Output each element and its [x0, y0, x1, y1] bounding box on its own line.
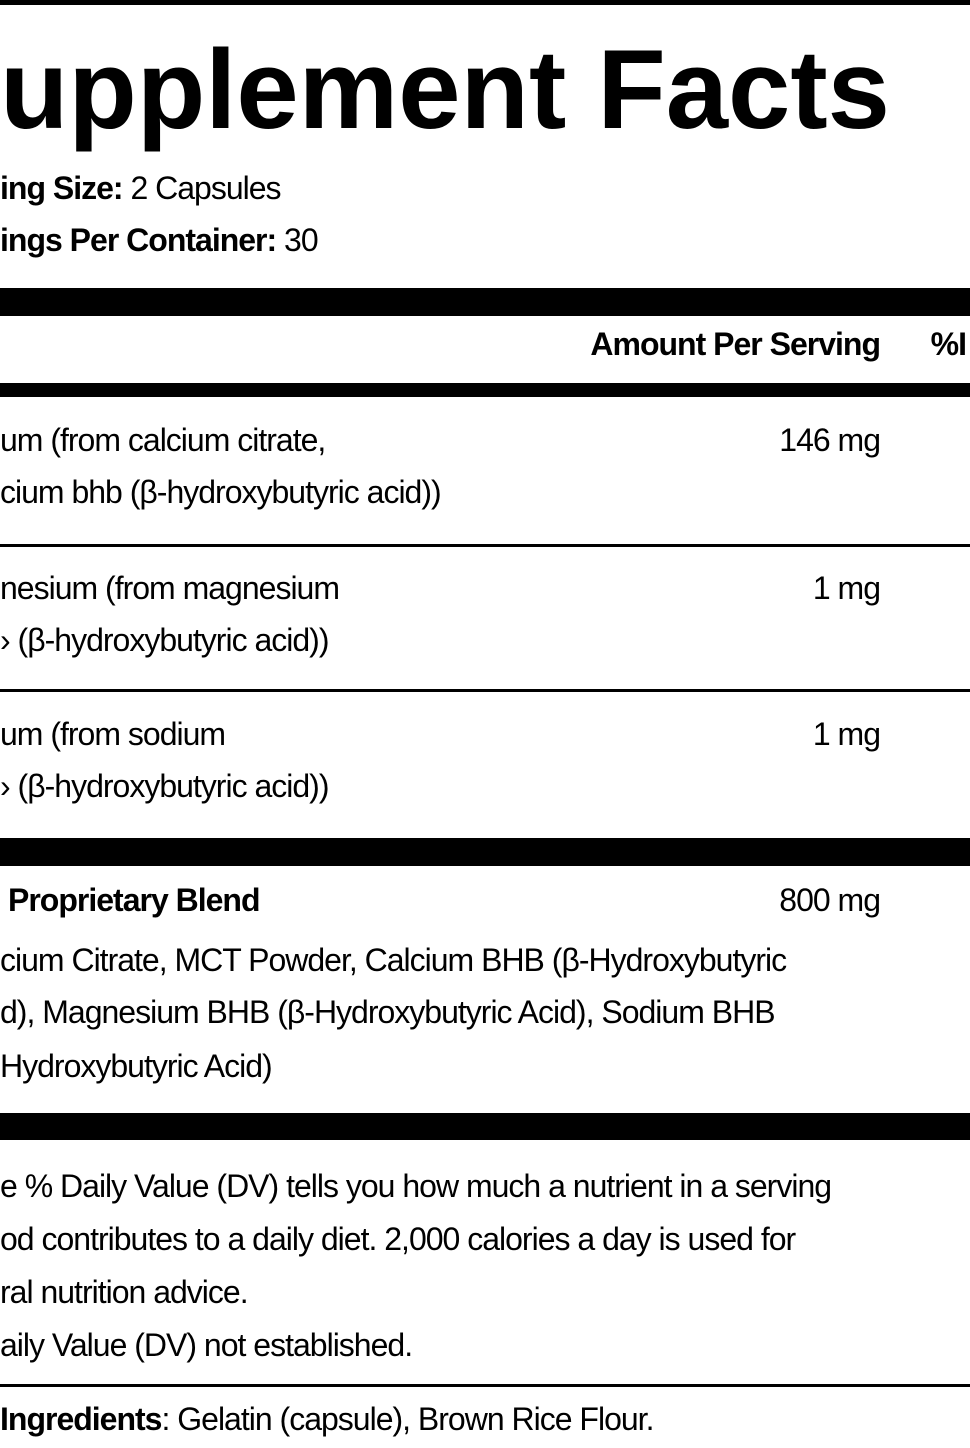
- nutrient-line: › (β-hydroxybutyric acid)): [0, 768, 329, 804]
- divider-thin: [0, 1384, 970, 1387]
- serving-size-label: ing Size:: [0, 170, 124, 206]
- divider-thick: [0, 1113, 970, 1140]
- other-ingredients-value: : Gelatin (capsule), Brown Rice Flour.: [161, 1401, 654, 1437]
- blend-ingredients-line: cium Citrate, MCT Powder, Calcium BHB (β…: [0, 942, 787, 978]
- nutrient-line: um (from sodium: [0, 716, 226, 752]
- nutrient-line: um (from calcium citrate,: [0, 422, 326, 458]
- serving-size-value: 2 Capsules: [130, 170, 281, 206]
- footnote-line: e % Daily Value (DV) tells you how much …: [0, 1168, 832, 1204]
- daily-value-header: %I: [930, 326, 967, 362]
- footnote-line: od contributes to a daily diet. 2,000 ca…: [0, 1221, 796, 1257]
- nutrient-amount: 1 mg: [812, 570, 881, 606]
- blend-name: Proprietary Blend: [8, 882, 261, 918]
- amount-per-serving-header: Amount Per Serving: [590, 326, 881, 362]
- top-border: [0, 0, 970, 5]
- nutrient-line: › (β-hydroxybutyric acid)): [0, 622, 329, 658]
- blend-ingredients-line: d), Magnesium BHB (β-Hydroxybutyric Acid…: [0, 994, 776, 1030]
- nutrient-amount: 1 mg: [812, 716, 881, 752]
- blend-amount: 800 mg: [779, 882, 881, 918]
- nutrient-line: nesium (from magnesium: [0, 570, 340, 606]
- divider-thin: [0, 689, 970, 692]
- nutrient-line: cium bhb (β-hydroxybutyric acid)): [0, 474, 442, 510]
- divider-medium: [0, 383, 970, 397]
- nutrient-amount: 146 mg: [779, 422, 881, 458]
- footnote-line: ral nutrition advice.: [0, 1274, 249, 1310]
- divider-thick: [0, 838, 970, 866]
- divider-thin: [0, 544, 970, 547]
- servings-per-container-label: ings Per Container:: [0, 222, 277, 258]
- blend-ingredients-line: Hydroxybutyric Acid): [0, 1048, 273, 1084]
- other-ingredients: Ingredients: Gelatin (capsule), Brown Ri…: [0, 1393, 966, 1445]
- other-ingredients-label: Ingredients: [0, 1401, 162, 1437]
- footnote-line: aily Value (DV) not established.: [0, 1327, 413, 1363]
- servings-per-container: ings Per Container: 30: [0, 214, 966, 266]
- page-title: upplement Facts: [0, 27, 890, 152]
- serving-size: ing Size: 2 Capsules: [0, 162, 966, 214]
- servings-per-container-value: 30: [284, 222, 319, 258]
- divider-thick: [0, 288, 970, 316]
